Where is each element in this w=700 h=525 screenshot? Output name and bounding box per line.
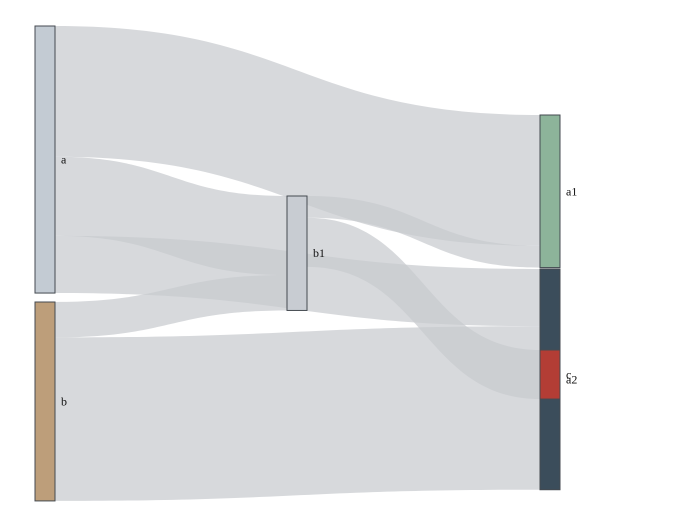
sankey-nodes: a b b1 a1 a2c — [34, 25, 577, 502]
node-label-b: b — [61, 394, 67, 408]
link-b1-to-a1 — [307, 196, 540, 268]
node-label-a: a — [61, 153, 67, 167]
node-b — [34, 301, 56, 502]
node-c — [539, 349, 561, 400]
node-a — [34, 25, 56, 294]
link-b-to-b1 — [55, 275, 287, 338]
node-b1 — [286, 195, 308, 311]
node-a1 — [539, 114, 561, 269]
node-label-b1: b1 — [313, 246, 325, 260]
link-b-to-a2 — [55, 326, 540, 501]
node-label-a2: a2 — [566, 372, 577, 386]
node-label-a1: a1 — [566, 184, 577, 198]
link-a-to-a1 — [55, 26, 540, 246]
node-label-c: c — [566, 368, 571, 382]
link-b1-to-c — [307, 217, 540, 400]
